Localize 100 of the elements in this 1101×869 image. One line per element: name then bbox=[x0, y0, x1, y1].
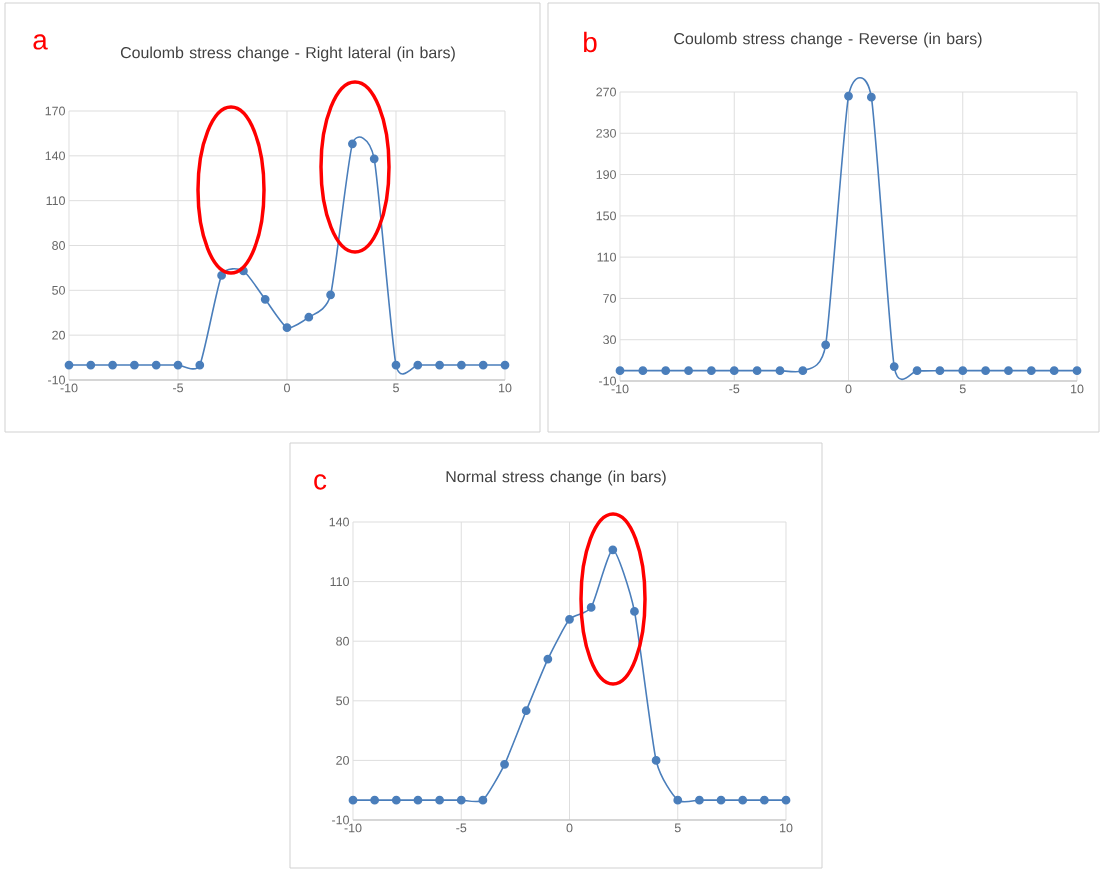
point bbox=[615, 366, 625, 376]
y-tick-label: 30 bbox=[603, 335, 616, 345]
point bbox=[759, 795, 769, 805]
point bbox=[457, 360, 466, 370]
x-tick-label: 10 bbox=[1071, 384, 1084, 394]
point bbox=[282, 323, 292, 333]
point bbox=[370, 795, 380, 805]
y-tick-label: 80 bbox=[336, 636, 349, 646]
point bbox=[391, 795, 401, 805]
point bbox=[608, 545, 618, 555]
y-tick-label: 110 bbox=[330, 577, 349, 587]
point bbox=[86, 360, 96, 370]
point bbox=[130, 360, 139, 370]
point bbox=[821, 340, 831, 350]
point bbox=[369, 154, 379, 164]
x-tick-label: 10 bbox=[499, 383, 512, 393]
point bbox=[716, 795, 726, 805]
point bbox=[889, 362, 899, 371]
point bbox=[478, 360, 488, 370]
x-tick-label: 0 bbox=[566, 823, 573, 833]
point bbox=[707, 366, 716, 376]
x-tick-label: 5 bbox=[959, 384, 966, 394]
point bbox=[456, 795, 466, 805]
y-tick-label: 140 bbox=[45, 151, 65, 161]
point bbox=[638, 366, 648, 376]
chart-title: Coulomb stress change - Reverse (in bars) bbox=[674, 32, 982, 48]
point bbox=[260, 294, 270, 304]
x-tick-label: 10 bbox=[780, 823, 793, 833]
point bbox=[217, 271, 226, 280]
point bbox=[413, 360, 423, 370]
point bbox=[500, 360, 510, 370]
y-tick-label: 230 bbox=[596, 128, 616, 138]
y-tick-label: 20 bbox=[52, 330, 65, 340]
point bbox=[673, 795, 683, 805]
point bbox=[1026, 366, 1036, 376]
y-tick-label: 50 bbox=[52, 285, 65, 295]
point bbox=[775, 366, 785, 376]
point bbox=[781, 795, 791, 805]
point bbox=[912, 366, 922, 376]
point bbox=[326, 290, 335, 300]
x-tick-label: -10 bbox=[611, 384, 629, 394]
point bbox=[958, 366, 968, 376]
point bbox=[543, 654, 553, 664]
point bbox=[413, 795, 423, 805]
y-tick-label: 270 bbox=[596, 87, 616, 97]
point bbox=[866, 92, 876, 102]
point bbox=[391, 360, 401, 370]
y-tick-label: 190 bbox=[596, 170, 616, 179]
y-tick-label: 80 bbox=[52, 241, 65, 250]
point bbox=[738, 795, 748, 805]
point bbox=[729, 366, 739, 376]
x-tick-label: 0 bbox=[845, 384, 852, 394]
point bbox=[195, 360, 205, 370]
point bbox=[798, 366, 808, 376]
x-tick-label: -5 bbox=[456, 823, 467, 833]
point bbox=[651, 756, 661, 765]
point bbox=[435, 795, 444, 805]
chart-title: Normal stress change (in bars) bbox=[446, 470, 666, 486]
point bbox=[478, 795, 488, 805]
point bbox=[661, 366, 671, 376]
point bbox=[304, 312, 314, 322]
point bbox=[586, 603, 596, 612]
chart-title: Coulomb stress change - Right lateral (in bars) bbox=[120, 46, 455, 62]
point bbox=[348, 795, 358, 805]
y-tick-label: 150 bbox=[596, 211, 616, 221]
y-tick-label: 110 bbox=[46, 196, 65, 206]
y-tick-label: 110 bbox=[597, 252, 616, 262]
text: c bbox=[314, 474, 327, 490]
point bbox=[935, 366, 945, 376]
y-tick-label: -10 bbox=[332, 815, 349, 825]
x-tick-label: 5 bbox=[674, 823, 681, 833]
point bbox=[64, 360, 74, 370]
text: b bbox=[584, 31, 597, 53]
y-tick-label: 20 bbox=[336, 756, 349, 765]
point bbox=[1049, 366, 1059, 376]
point bbox=[844, 91, 853, 101]
point bbox=[630, 607, 639, 616]
text: a bbox=[33, 34, 48, 50]
point bbox=[752, 366, 762, 376]
x-tick-label: -10 bbox=[60, 383, 78, 393]
point bbox=[1072, 366, 1082, 376]
y-tick-label: 70 bbox=[603, 294, 616, 303]
point bbox=[500, 759, 509, 769]
x-tick-label: -5 bbox=[173, 383, 184, 393]
point bbox=[521, 706, 531, 716]
point bbox=[173, 360, 183, 370]
point bbox=[695, 795, 704, 805]
x-tick-label: 5 bbox=[393, 383, 399, 393]
point bbox=[1004, 366, 1013, 376]
point bbox=[684, 366, 693, 376]
x-tick-label: -5 bbox=[729, 384, 740, 394]
point bbox=[435, 360, 444, 370]
point bbox=[108, 360, 117, 370]
y-tick-label: 170 bbox=[45, 106, 65, 116]
y-tick-label: -10 bbox=[48, 375, 65, 385]
point bbox=[348, 139, 357, 149]
point bbox=[151, 360, 161, 370]
y-tick-label: 140 bbox=[329, 517, 349, 527]
point bbox=[981, 366, 990, 376]
x-tick-label: 0 bbox=[284, 383, 290, 393]
